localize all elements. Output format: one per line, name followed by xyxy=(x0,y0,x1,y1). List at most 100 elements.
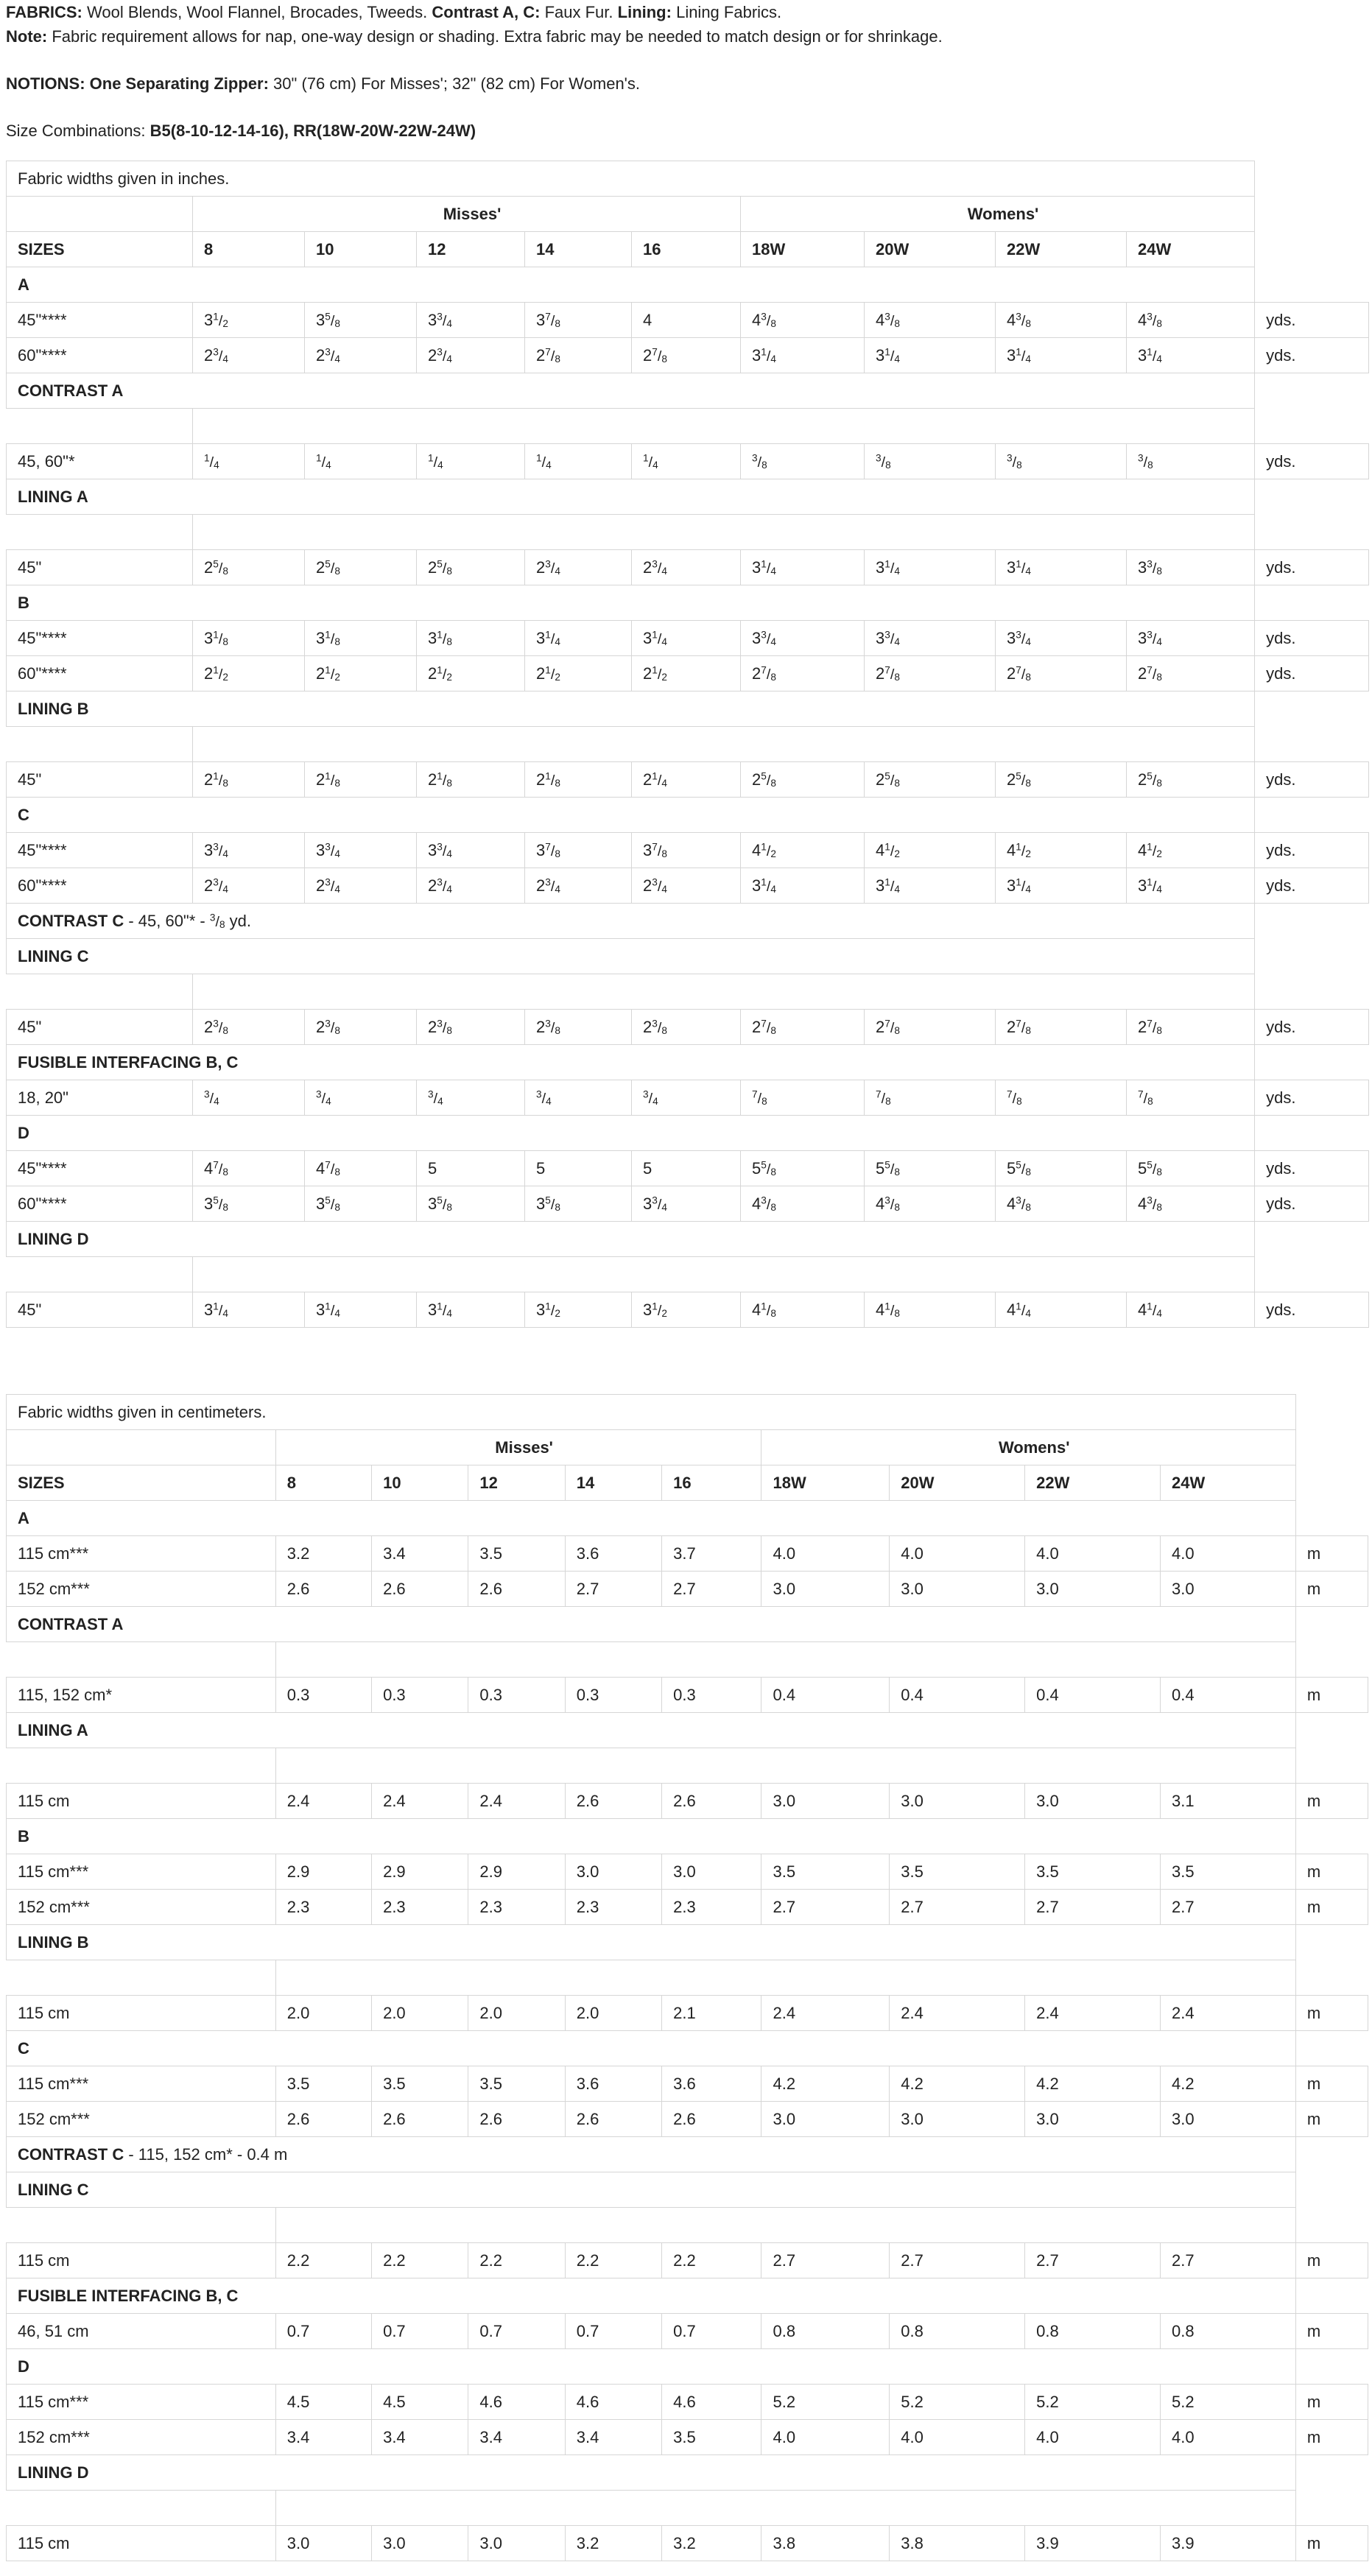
contrast-label: Contrast A, C: xyxy=(432,3,541,21)
unit-cell: m xyxy=(1295,2419,1369,2455)
pattern-info: FABRICS: Wool Blends, Wool Flannel, Broc… xyxy=(6,0,1361,143)
amount-cell: 25/8 xyxy=(864,761,996,798)
amount-cell: 21/8 xyxy=(524,761,632,798)
section-row: LINING B xyxy=(5,691,1369,727)
fabric-width-label: 45"**** xyxy=(6,832,193,868)
amount-cell: 2.2 xyxy=(564,2242,663,2278)
amount-cell: 2.6 xyxy=(661,2101,762,2137)
fabric-width-label: 45"**** xyxy=(6,1150,193,1186)
amount-cell: 23/4 xyxy=(304,868,417,904)
note-row: CONTRAST C - 115, 152 cm* - 0.4 m xyxy=(6,2136,1368,2172)
unit-cell: yds. xyxy=(1254,832,1370,868)
amount-cell: 4.2 xyxy=(889,2066,1026,2102)
yardage-table-inches: Fabric widths given in inches. Misses' Wom… xyxy=(5,161,1370,1328)
blank-cell xyxy=(1255,267,1369,303)
amount-cell: 2.0 xyxy=(468,1995,566,2031)
amount-cell: 0.3 xyxy=(468,1677,566,1713)
amount-cell: 31/4 xyxy=(864,549,996,585)
amount-cell: 2.4 xyxy=(889,1995,1026,2031)
table-row: 115 cm*** 3.5 3.5 3.5 3.6 3.6 4.2 4.2 4.2 4.2 m xyxy=(6,2066,1369,2102)
blank-cell xyxy=(1295,2172,1368,2208)
blank-cell xyxy=(7,727,193,762)
amount-cell: 3.5 xyxy=(468,1535,566,1572)
amount-cell: 27/8 xyxy=(740,1009,865,1045)
sizes-label: SIZES xyxy=(6,1465,276,1501)
blank-cell xyxy=(1295,2208,1368,2243)
amount-cell: 3.6 xyxy=(661,2066,762,2102)
amount-cell: 23/4 xyxy=(416,337,525,373)
unit-cell: m xyxy=(1295,2242,1369,2278)
amount-cell: 2.9 xyxy=(468,1854,566,1890)
amount-cell: 27/8 xyxy=(995,1009,1127,1045)
amount-cell: 25/8 xyxy=(416,549,525,585)
amount-cell: 5 xyxy=(524,1150,632,1186)
amount-cell: 23/4 xyxy=(416,868,525,904)
table-row: 115 cm 2.2 2.2 2.2 2.2 2.2 2.7 2.7 2.7 2.7 m xyxy=(6,2242,1369,2278)
amount-cell: 3.7 xyxy=(661,1535,762,1572)
blank-cell xyxy=(191,514,1256,550)
amount-cell: 2.0 xyxy=(275,1995,373,2031)
lining-label: Lining: xyxy=(617,3,672,21)
amount-cell: 35/8 xyxy=(304,1186,417,1222)
blank-cell xyxy=(1255,373,1369,409)
section-label: FUSIBLE INTERFACING B, C xyxy=(6,2278,1296,2314)
amount-cell: 3.2 xyxy=(661,2525,762,2561)
section-row: B xyxy=(6,1818,1368,1854)
lining-text: Lining Fabrics. xyxy=(676,3,782,21)
amount-cell: 3.0 xyxy=(564,1854,663,1890)
amount-cell: 41/2 xyxy=(1125,832,1256,868)
fabrics-line: FABRICS: Wool Blends, Wool Flannel, Broc… xyxy=(6,0,1361,24)
unit-cell: m xyxy=(1295,1995,1369,2031)
fabric-width-label: 60"**** xyxy=(6,1186,193,1222)
spacer-row xyxy=(7,974,1369,1010)
amount-cell: 27/8 xyxy=(631,337,741,373)
unit-cell: yds. xyxy=(1254,1009,1370,1045)
section-label: LINING A xyxy=(6,1712,1296,1748)
fabrics-text: Wool Blends, Wool Flannel, Brocades, Twe… xyxy=(87,3,428,21)
section-label: FUSIBLE INTERFACING B, C xyxy=(5,1044,1256,1080)
amount-cell: 2.7 xyxy=(564,1571,663,1607)
unit-cell: m xyxy=(1295,1889,1369,1925)
blank-cell xyxy=(1255,939,1369,974)
amount-cell: 21/2 xyxy=(416,655,525,691)
amount-cell: 33/4 xyxy=(995,620,1127,656)
blank-cell xyxy=(1255,974,1369,1010)
table-row: 152 cm*** 2.6 2.6 2.6 2.7 2.7 3.0 3.0 3.0 3.0 m xyxy=(6,1571,1369,1607)
size-header-16: 16 xyxy=(661,1465,762,1501)
amount-cell: 3/4 xyxy=(304,1080,417,1116)
blank-cell xyxy=(1295,1819,1368,1854)
amount-cell: 35/8 xyxy=(416,1186,525,1222)
amount-cell: 0.8 xyxy=(1024,2313,1161,2349)
spacer-row xyxy=(7,1641,1368,1678)
table-row: 115 cm*** 3.2 3.4 3.5 3.6 3.7 4.0 4.0 4.0 4.0 m xyxy=(6,1535,1369,1572)
amount-cell: 3/8 xyxy=(1125,443,1256,479)
fabric-width-label: 152 cm*** xyxy=(6,2419,276,2455)
amount-cell: 3/8 xyxy=(864,443,996,479)
size-header-10: 10 xyxy=(304,231,417,267)
table-row: 45"**** 47/8 47/8 5 5 5 55/8 55/8 55/8 55/8 yds. xyxy=(6,1150,1370,1186)
amount-cell: 25/8 xyxy=(192,549,305,585)
amount-cell: 3.0 xyxy=(889,1783,1026,1819)
amount-cell: 23/4 xyxy=(192,868,305,904)
unit-cell: m xyxy=(1295,2101,1369,2137)
amount-cell: 4.6 xyxy=(661,2384,762,2420)
amount-cell: 4.0 xyxy=(1024,2419,1161,2455)
amount-cell: 0.4 xyxy=(761,1677,890,1713)
table-row: 152 cm*** 2.3 2.3 2.3 2.3 2.3 2.7 2.7 2.7 2.7 m xyxy=(6,1889,1369,1925)
group-header-row: Misses' Womens' xyxy=(6,196,1369,232)
amount-cell: 3.4 xyxy=(371,1535,469,1572)
blank-cell xyxy=(7,2491,276,2526)
blank-cell xyxy=(1255,515,1369,550)
section-label: LINING D xyxy=(5,1221,1256,1257)
amount-cell: 2.9 xyxy=(371,1854,469,1890)
amount-cell: 3/4 xyxy=(192,1080,305,1116)
note-suffix: yd. xyxy=(225,911,251,930)
section-row: C xyxy=(5,797,1369,833)
amount-cell: 41/8 xyxy=(740,1292,865,1328)
amount-cell: 2.3 xyxy=(661,1889,762,1925)
amount-cell: 21/8 xyxy=(304,761,417,798)
table-row: 45" 25/8 25/8 25/8 23/4 23/4 31/4 31/4 31/4 33/8 y… xyxy=(6,549,1370,585)
amount-cell: 23/4 xyxy=(192,337,305,373)
blank-cell xyxy=(1295,2137,1368,2172)
amount-cell: 2.3 xyxy=(275,1889,373,1925)
